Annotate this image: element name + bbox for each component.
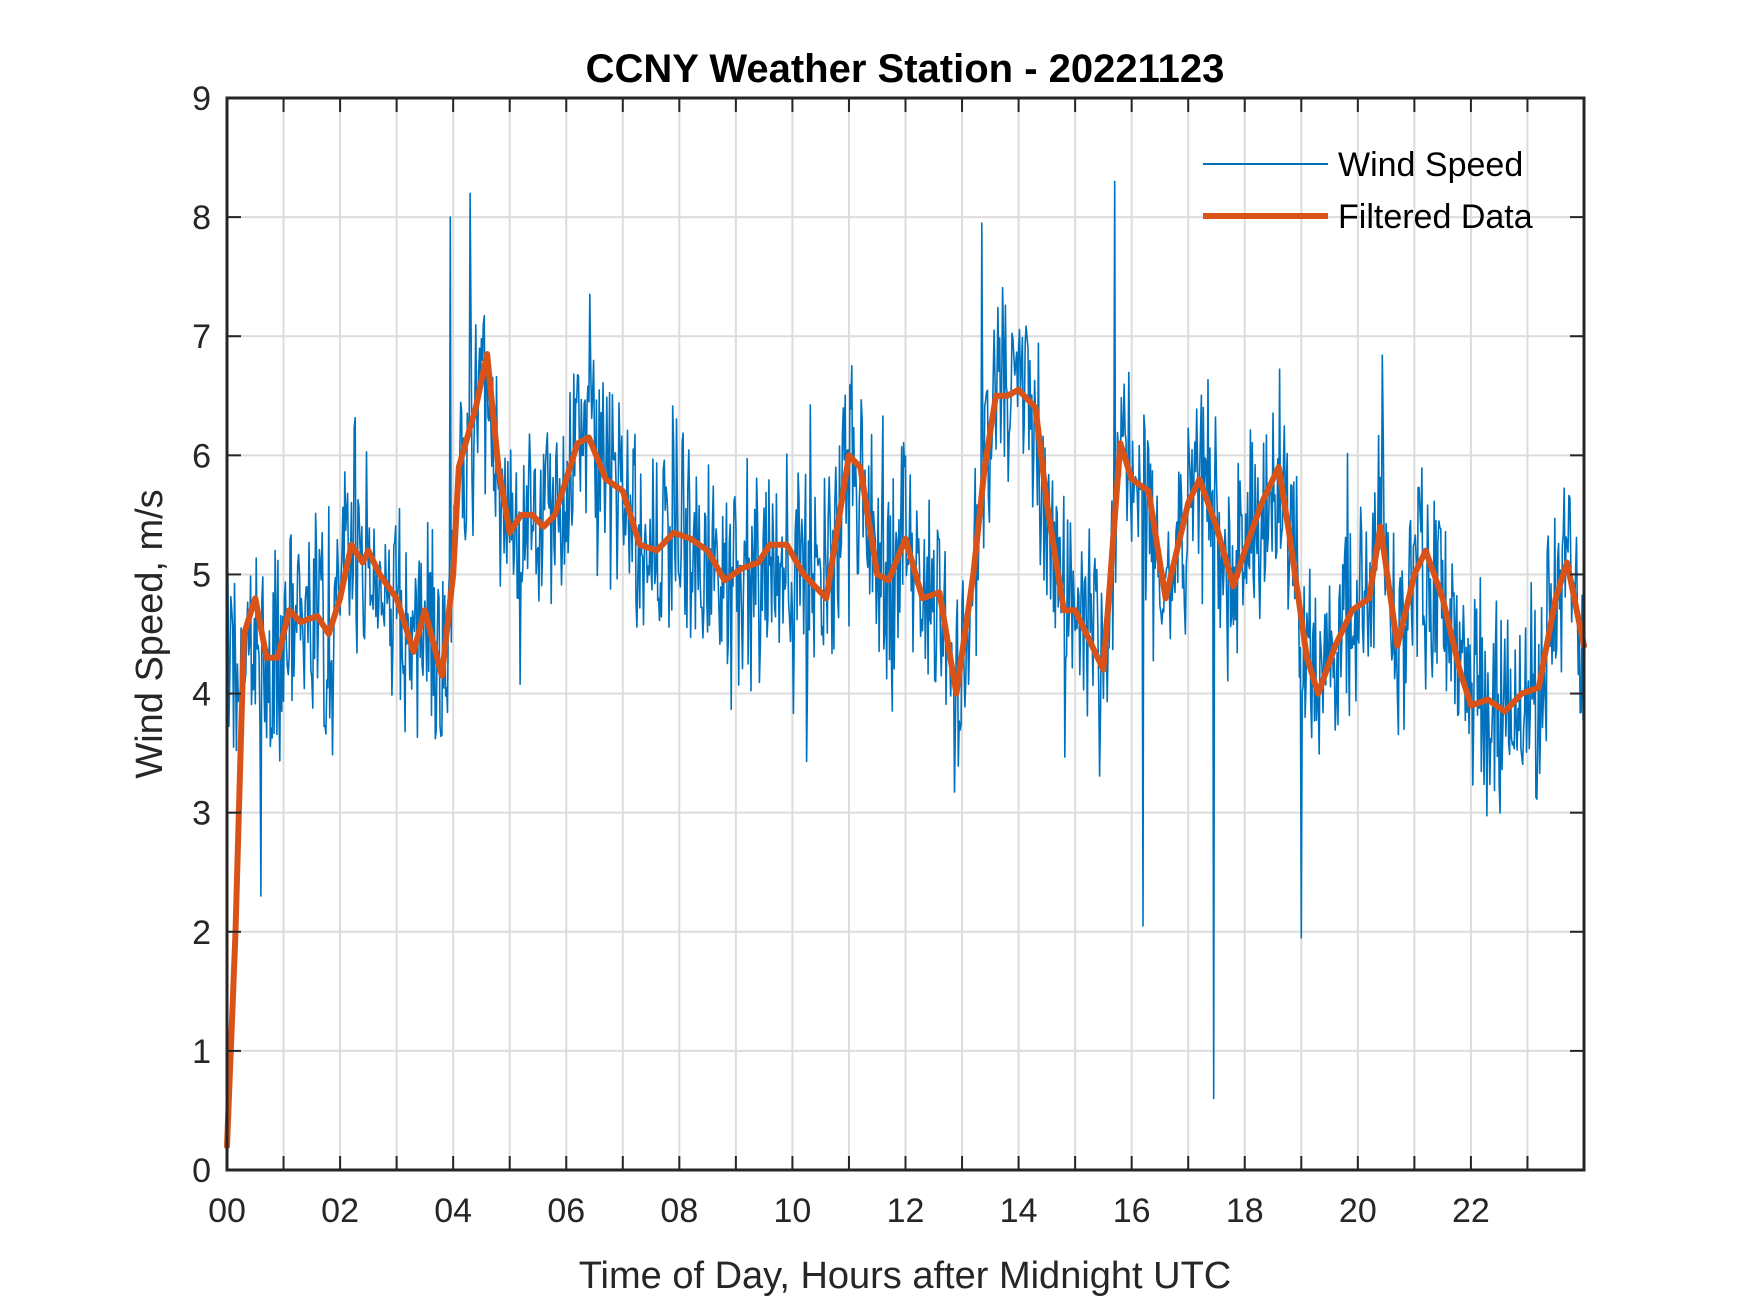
y-tick-label: 3	[192, 795, 211, 833]
x-tick-label: 16	[1113, 1192, 1151, 1230]
chart-title: CCNY Weather Station - 20221123	[586, 47, 1225, 91]
y-tick-label: 4	[192, 676, 211, 714]
y-tick-label: 0	[192, 1152, 211, 1190]
x-tick-label: 20	[1339, 1192, 1377, 1230]
legend-label-wind-speed: Wind Speed	[1338, 146, 1523, 184]
y-tick-label: 6	[192, 437, 211, 475]
y-tick-label: 5	[192, 556, 211, 594]
legend-label-filtered-data: Filtered Data	[1338, 198, 1533, 236]
x-tick-label: 06	[547, 1192, 585, 1230]
legend: Wind Speed Filtered Data	[1203, 146, 1533, 236]
y-tick-label: 7	[192, 318, 211, 356]
y-axis-label: Wind Speed, m/s	[129, 489, 171, 778]
x-tick-label: 12	[887, 1192, 925, 1230]
filtered-data-line	[224, 351, 1587, 1150]
x-tick-label: 02	[321, 1192, 359, 1230]
y-tick-label: 2	[192, 914, 211, 952]
x-tick-label: 22	[1452, 1192, 1490, 1230]
series-filtered-data	[224, 351, 1587, 1150]
x-tick-label: 10	[774, 1192, 812, 1230]
x-axis-label: Time of Day, Hours after Midnight UTC	[579, 1255, 1232, 1297]
x-tick-label: 00	[208, 1192, 246, 1230]
x-tick-label: 08	[660, 1192, 698, 1230]
y-tick-label: 9	[192, 80, 211, 118]
ticks	[226, 97, 1584, 1171]
y-tick-label: 8	[192, 199, 211, 237]
x-tick-label: 18	[1226, 1192, 1264, 1230]
x-tick-label: 14	[1000, 1192, 1038, 1230]
x-tick-label: 04	[434, 1192, 472, 1230]
y-tick-label: 1	[192, 1033, 211, 1071]
